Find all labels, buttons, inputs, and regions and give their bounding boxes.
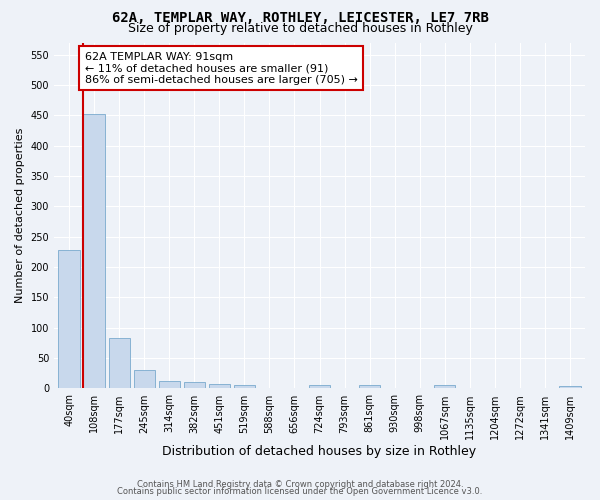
Text: Contains public sector information licensed under the Open Government Licence v3: Contains public sector information licen… [118,487,482,496]
Bar [359,385,380,388]
X-axis label: Distribution of detached houses by size in Rothley: Distribution of detached houses by size … [163,444,476,458]
Bar [109,338,130,388]
Bar [134,370,155,388]
Bar [184,382,205,388]
Bar [83,114,105,388]
Text: Size of property relative to detached houses in Rothley: Size of property relative to detached ho… [128,22,472,35]
Text: Contains HM Land Registry data © Crown copyright and database right 2024.: Contains HM Land Registry data © Crown c… [137,480,463,489]
Text: 62A TEMPLAR WAY: 91sqm
← 11% of detached houses are smaller (91)
86% of semi-det: 62A TEMPLAR WAY: 91sqm ← 11% of detached… [85,52,358,85]
Bar [158,380,180,388]
Bar [234,386,255,388]
Bar [58,250,80,388]
Bar [309,386,330,388]
Bar [209,384,230,388]
Bar [559,386,581,388]
Bar [434,386,455,388]
Text: 62A, TEMPLAR WAY, ROTHLEY, LEICESTER, LE7 7RB: 62A, TEMPLAR WAY, ROTHLEY, LEICESTER, LE… [112,11,488,25]
Y-axis label: Number of detached properties: Number of detached properties [15,128,25,303]
